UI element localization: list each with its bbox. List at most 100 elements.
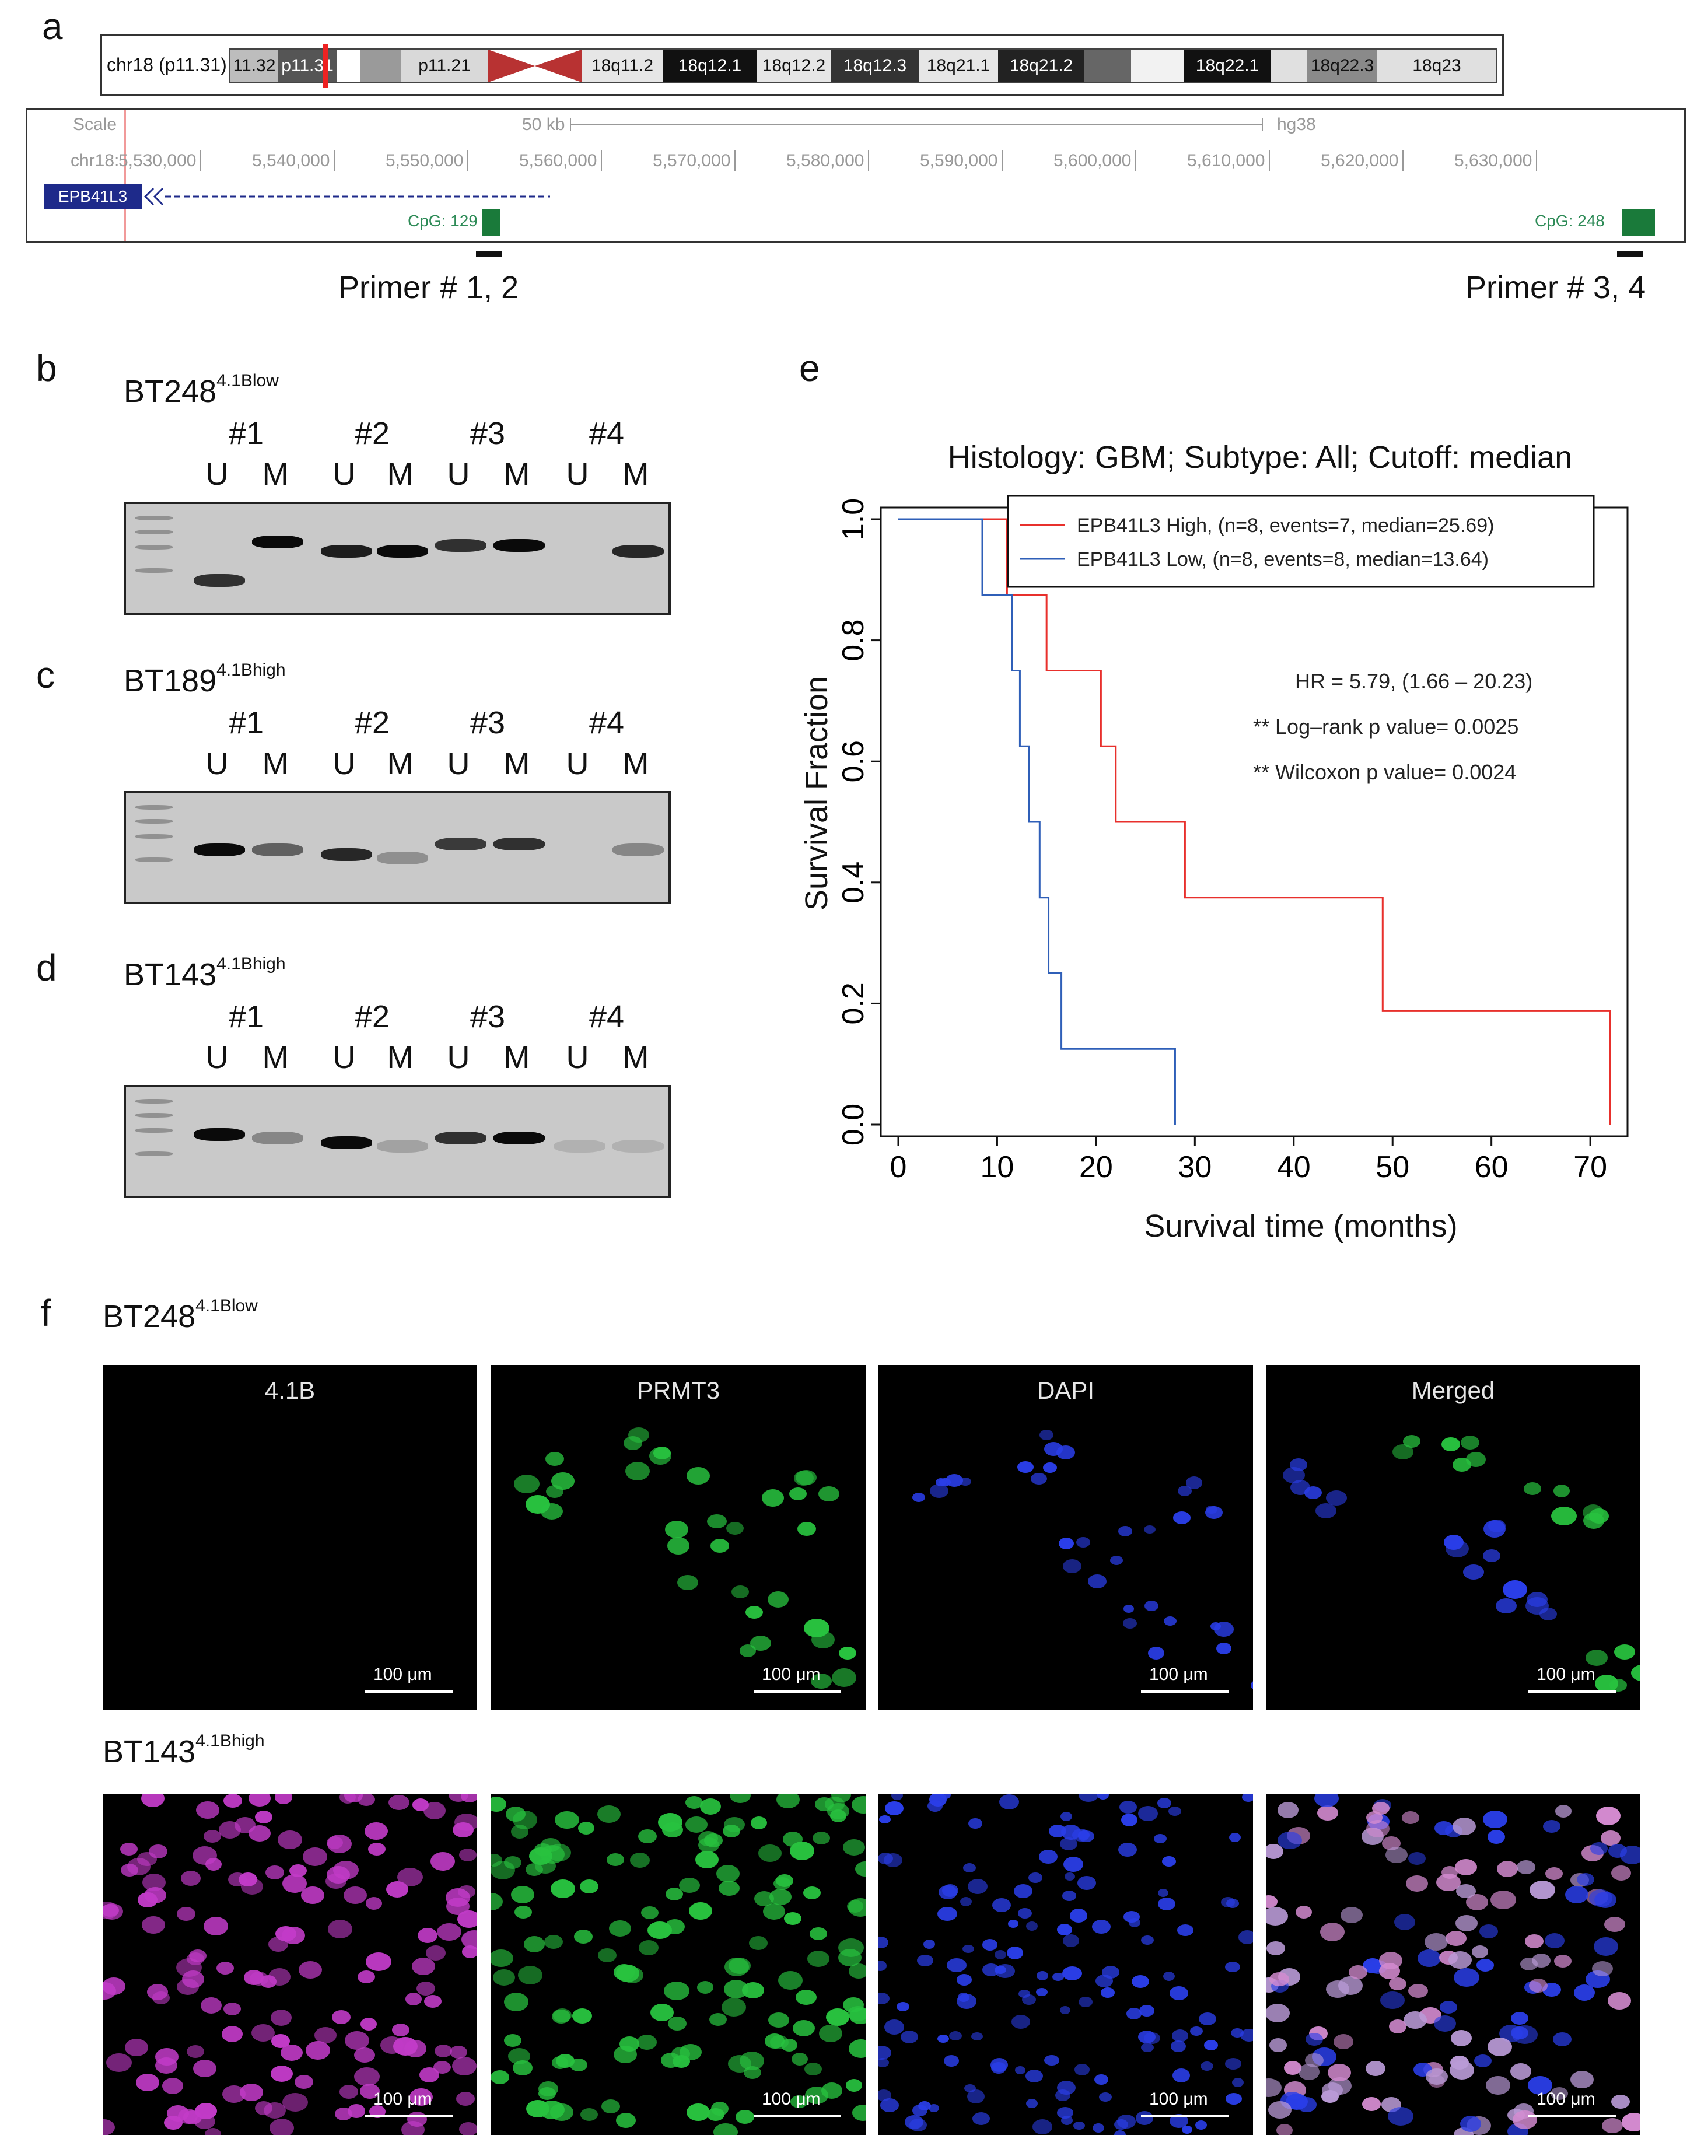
cell: [878, 2058, 889, 2067]
cell: [1154, 1834, 1167, 1843]
cell: [1178, 1486, 1192, 1496]
cell: [1036, 1988, 1048, 1996]
cell: [664, 1982, 690, 2000]
position-tick-label: 5,540,000: [252, 151, 330, 170]
cell: [142, 1874, 166, 1891]
cell: [1314, 1794, 1339, 1807]
cell: [819, 2025, 842, 2042]
cell: [1510, 2063, 1531, 2080]
cell: [369, 2105, 386, 2118]
cell: [1268, 2101, 1292, 2119]
cell: [1525, 1934, 1544, 1948]
panel-label-f: f: [41, 1292, 51, 1334]
cell: [597, 1805, 621, 1823]
cell: [912, 2105, 928, 2116]
cell: [1177, 1924, 1194, 1936]
cell: [1434, 1821, 1453, 1835]
cell: [1517, 1860, 1535, 1874]
position-tick-label: 5,550,000: [386, 151, 464, 170]
lane-label: U: [332, 746, 356, 781]
cell: [103, 2119, 115, 2135]
cell: [1483, 1549, 1500, 1562]
gene-model: [144, 187, 550, 206]
cell: [897, 2002, 909, 2011]
annotation-logrank: ** Log–rank p value= 0.0025: [1253, 715, 1518, 738]
cell: [281, 2045, 303, 2061]
cell: [1138, 1806, 1158, 1821]
scale-bar: [570, 124, 1263, 125]
cell: [963, 1945, 974, 1953]
cell: [491, 1861, 515, 1880]
cpg-island-label-1: CpG: 129: [408, 212, 478, 230]
cell: [1611, 1866, 1631, 1881]
cell: [1555, 1805, 1572, 1818]
cell: [121, 1864, 138, 1877]
cell: [666, 1888, 683, 1901]
lane-label: U: [447, 746, 470, 781]
primer-number: #3: [470, 999, 506, 1034]
cell: [187, 2045, 204, 2058]
cell: [366, 1897, 382, 1910]
cell: [685, 1817, 708, 1833]
cell: [1164, 1616, 1177, 1626]
position-tick: [734, 150, 736, 171]
cell: [1171, 2041, 1186, 2052]
cell: [268, 1968, 290, 1986]
cell: [1446, 1931, 1466, 1946]
cell: [1221, 1897, 1235, 1908]
cell: [204, 1917, 228, 1936]
cell: [624, 1436, 642, 1450]
cell: [1608, 1844, 1627, 1858]
pcr-band: [321, 1136, 372, 1149]
cell: [639, 1940, 659, 1955]
cell: [1276, 2124, 1293, 2135]
cell: [1062, 1966, 1082, 1980]
pcr-band: [377, 852, 428, 864]
cell: [1577, 1873, 1594, 1886]
cell: [1389, 2020, 1406, 2034]
cell: [685, 1796, 703, 1809]
cell: [878, 1853, 893, 1864]
cell: [1062, 1891, 1076, 1901]
cell: [491, 1797, 506, 1812]
cell: [1404, 2011, 1427, 2029]
ladder-band: [135, 1128, 173, 1133]
cell: [1601, 1831, 1620, 1846]
cell: [1266, 2078, 1282, 2097]
cell: [1326, 1980, 1349, 1998]
primer-label-1: Primer # 1, 2: [338, 270, 519, 305]
cell: [1266, 1941, 1285, 1955]
cell: [446, 1898, 470, 1915]
cell: [275, 1926, 296, 1941]
cell: [457, 1910, 477, 1928]
cell: [843, 1839, 865, 1856]
cell: [1028, 1873, 1042, 1883]
lane-label: M: [387, 746, 414, 781]
cell: [641, 1906, 659, 1919]
cell: [778, 1971, 803, 1990]
cell: [1326, 1490, 1347, 1506]
cell: [649, 1447, 671, 1465]
cell: [1596, 1807, 1620, 1825]
chromosome-label: chr18 (p11.31): [107, 54, 227, 75]
cell: [751, 1817, 767, 1829]
cell: [1550, 2087, 1568, 2100]
position-tick: [200, 150, 201, 171]
cell: [947, 1958, 967, 1972]
cell: [1520, 1958, 1538, 1971]
scale-label: Scale: [73, 115, 117, 134]
cell: [713, 2123, 738, 2135]
cell: [152, 1992, 170, 2004]
cell: [789, 1488, 807, 1500]
cell: [1162, 1856, 1176, 1867]
cell: [1229, 1833, 1241, 1842]
cell: [710, 1539, 729, 1553]
ladder-band: [135, 1099, 173, 1104]
scale-bar-label: 100 μm: [1536, 1665, 1595, 1684]
cell: [196, 1801, 219, 1819]
position-tick: [868, 150, 869, 171]
cell: [658, 1813, 682, 1832]
band-q12-2: 18q12.2: [757, 50, 831, 82]
cell: [524, 1936, 545, 1952]
y-axis-label: Survival Fraction: [799, 676, 834, 911]
